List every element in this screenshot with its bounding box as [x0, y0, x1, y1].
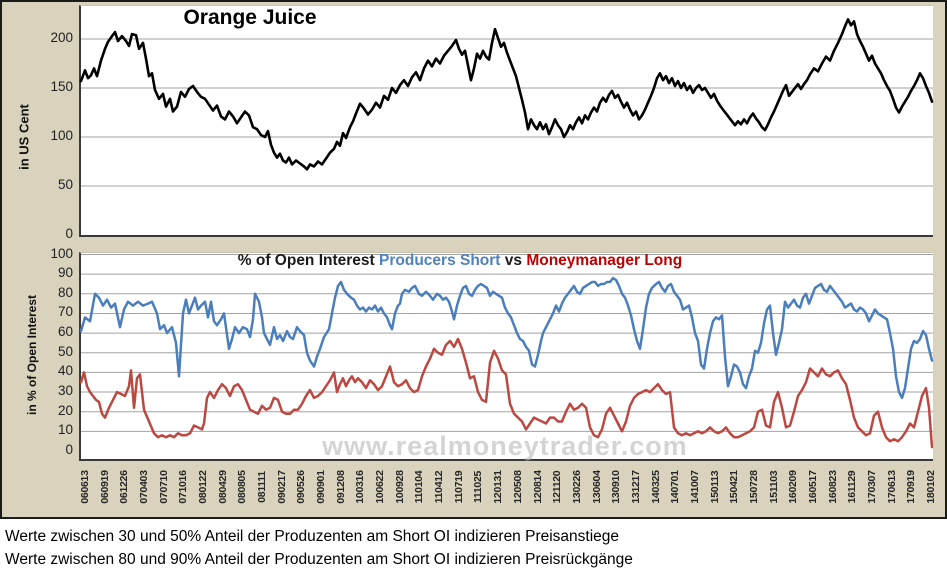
y-tick-label: 60 — [57, 324, 73, 340]
x-axis-label: 141007 — [688, 470, 701, 504]
x-axis-label: 080122 — [197, 470, 210, 504]
bottom-title-part-black2: vs — [504, 252, 527, 269]
x-axis-label: 100622 — [374, 470, 387, 504]
x-axis-label: 110412 — [433, 470, 446, 504]
x-axis-label: 060613 — [79, 470, 91, 504]
y-tick-label: 80 — [57, 284, 73, 300]
x-axis-label: 131217 — [629, 470, 642, 504]
x-axis-label: 111025 — [472, 470, 485, 504]
x-axis-label: 140325 — [649, 470, 662, 504]
x-axis-label: 090901 — [315, 470, 328, 504]
x-axis-label: 170307 — [865, 470, 878, 504]
x-axis-label: 160517 — [806, 470, 819, 504]
top-y-axis-title: in US Cent — [16, 104, 32, 170]
x-axis-label: 080805 — [236, 470, 249, 504]
x-axis-label: 100928 — [393, 470, 406, 504]
x-axis-label: 160823 — [826, 470, 839, 504]
x-axis-label: 150421 — [728, 470, 741, 504]
x-axis-label: 120508 — [511, 470, 524, 504]
y-tick-label: 40 — [57, 363, 73, 379]
x-axis-label: 110719 — [452, 470, 465, 504]
y-tick-label: 150 — [50, 79, 73, 94]
x-axis-label: 170919 — [905, 470, 918, 504]
y-tick-label: 0 — [65, 442, 73, 457]
y-tick-label: 50 — [57, 177, 73, 192]
x-axis-label: 120131 — [492, 470, 505, 504]
x-axis-label: 140701 — [669, 470, 682, 504]
y-tick-label: 100 — [50, 128, 73, 143]
top-chart-title: Orange Juice — [183, 6, 317, 29]
y-tick-label: 90 — [57, 265, 73, 281]
y-tick-label: 0 — [65, 226, 73, 241]
x-axis-label: 091208 — [334, 470, 347, 504]
y-tick-label: 30 — [57, 383, 73, 399]
price-plot-area — [79, 5, 934, 237]
x-axis-label: 121120 — [551, 470, 564, 504]
y-tick-label: 50 — [57, 343, 73, 359]
x-axis-label: 100316 — [354, 470, 367, 504]
bottom-title-part-black1: % of Open Interest — [237, 252, 380, 269]
y-tick-label: 20 — [57, 402, 73, 418]
series-producers-short — [79, 276, 934, 400]
x-axis-label: 150728 — [747, 470, 760, 504]
price-line-chart — [79, 18, 934, 187]
x-axis-label: 080429 — [216, 470, 229, 504]
x-axis-label: 061226 — [118, 470, 131, 504]
x-axis-label: 151103 — [767, 470, 780, 504]
x-axis-label: 130604 — [590, 470, 603, 504]
x-axis-label: 090526 — [295, 470, 308, 504]
x-axis-label: 081111 — [256, 471, 269, 503]
x-axis-label: 110104 — [413, 470, 426, 504]
series-moneymanager-long — [79, 337, 934, 449]
x-axis-label: 150113 — [708, 470, 721, 504]
y-tick-label: 200 — [50, 30, 73, 45]
open-interest-line-chart — [79, 254, 934, 449]
y-tick-label: 10 — [57, 422, 73, 438]
bottom-title-part-blue: Producers Short — [379, 252, 505, 269]
x-axis-label: 070403 — [138, 470, 151, 504]
series-orange-juice-price — [79, 18, 934, 171]
y-tick-label: 100 — [50, 245, 73, 261]
x-axis-label: 071016 — [177, 470, 190, 504]
x-axis-label: 090217 — [275, 470, 288, 504]
chart-panel: Orange Juice in US Cent in % of Open Int… — [0, 0, 947, 519]
x-axis-label: 170613 — [885, 470, 898, 504]
x-axis-label: 161129 — [846, 470, 859, 504]
x-axis-label: 060919 — [98, 470, 111, 504]
watermark: www.realmoneytrader.com — [322, 431, 688, 461]
x-axis-label: 180102 — [925, 470, 937, 504]
x-axis-label: 070710 — [157, 470, 170, 504]
x-axis-label: 130910 — [610, 470, 623, 504]
bottom-chart-title: % of Open Interest Producers Short vs Mo… — [120, 252, 800, 270]
x-axis-label: 160209 — [787, 470, 800, 504]
x-axis-label: 120814 — [531, 470, 544, 504]
caption-line-1: Werte zwischen 30 und 50% Anteil der Pro… — [5, 528, 620, 545]
x-axis-label: 130226 — [570, 470, 583, 504]
y-tick-label: 70 — [57, 304, 73, 320]
open-interest-plot-area — [79, 252, 934, 461]
caption-line-2: Werte zwischen 80 und 90% Anteil der Pro… — [5, 551, 633, 568]
bottom-title-part-red: Moneymanager Long — [526, 252, 683, 269]
